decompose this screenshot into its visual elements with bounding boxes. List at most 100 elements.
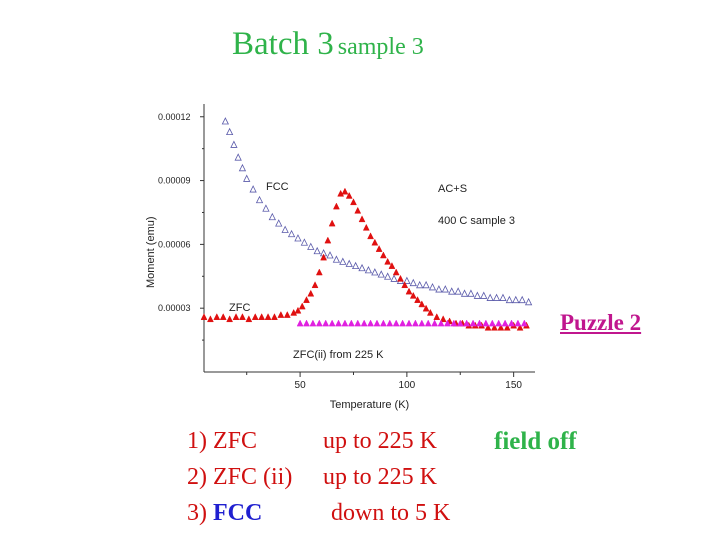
data-point-fcc bbox=[524, 297, 533, 306]
step-number: 2) bbox=[187, 464, 207, 490]
data-point-zfc bbox=[354, 206, 362, 214]
data-point-zfc-ii-from-225-k bbox=[367, 319, 374, 327]
step-detail: down to 5 K bbox=[331, 500, 451, 526]
data-point-zfc bbox=[213, 313, 221, 320]
data-point-zfc-ii-from-225-k bbox=[315, 319, 323, 327]
data-point-zfc bbox=[388, 262, 396, 269]
data-point-zfc bbox=[362, 223, 370, 231]
data-point-zfc-ii-from-225-k bbox=[424, 319, 432, 327]
data-point-fcc bbox=[492, 293, 501, 301]
data-point-zfc-ii-from-225-k bbox=[373, 319, 381, 327]
annotation-sample-id: AC+S bbox=[438, 183, 467, 195]
data-point-fcc bbox=[486, 293, 494, 301]
data-point-zfc bbox=[426, 308, 434, 316]
data-point-fcc bbox=[371, 268, 379, 276]
data-point-fcc bbox=[287, 229, 296, 238]
data-point-zfc bbox=[207, 315, 214, 323]
data-point-zfc bbox=[409, 291, 417, 299]
data-point-zfc-ii-from-225-k bbox=[463, 319, 471, 327]
data-point-zfc bbox=[401, 281, 409, 289]
data-point-zfc-ii-from-225-k bbox=[450, 319, 458, 327]
data-point-fcc bbox=[384, 272, 392, 280]
data-point-zfc-ii-from-225-k bbox=[482, 319, 490, 327]
data-point-zfc bbox=[503, 323, 511, 331]
data-point-fcc bbox=[454, 287, 462, 295]
data-point-zfc-ii-from-225-k bbox=[501, 319, 509, 327]
data-point-zfc bbox=[433, 313, 441, 320]
data-point-fcc bbox=[221, 117, 230, 125]
annotation-fcc: FCC bbox=[266, 181, 289, 193]
data-point-fcc bbox=[225, 127, 234, 136]
y-tick-label: 0.00009 bbox=[158, 176, 191, 186]
data-point-fcc bbox=[345, 259, 353, 267]
data-point-zfc-ii-from-225-k bbox=[508, 319, 515, 327]
data-point-fcc bbox=[416, 280, 424, 289]
data-point-fcc bbox=[230, 140, 238, 148]
data-point-zfc-ii-from-225-k bbox=[379, 319, 387, 327]
data-point-fcc bbox=[428, 283, 437, 291]
data-point-fcc bbox=[480, 291, 488, 299]
x-axis-label: Temperature (K) bbox=[330, 399, 409, 411]
data-point-fcc bbox=[422, 280, 430, 289]
data-point-zfc bbox=[484, 323, 492, 331]
data-point-zfc bbox=[350, 198, 357, 206]
data-point-fcc bbox=[473, 291, 481, 299]
x-tick-label: 100 bbox=[399, 380, 416, 391]
data-point-fcc bbox=[234, 153, 242, 161]
data-point-fcc bbox=[499, 293, 507, 301]
data-point-zfc bbox=[219, 313, 227, 320]
data-point-fcc bbox=[326, 251, 334, 259]
data-point-zfc bbox=[232, 313, 240, 320]
data-point-zfc bbox=[341, 187, 349, 195]
data-point-zfc bbox=[439, 315, 447, 323]
data-point-zfc bbox=[258, 313, 266, 320]
data-point-zfc-ii-from-225-k bbox=[520, 319, 528, 327]
x-tick-label: 50 bbox=[295, 380, 307, 391]
data-point-zfc-ii-from-225-k bbox=[309, 319, 317, 327]
data-point-zfc-ii-from-225-k bbox=[476, 319, 483, 327]
plot-area: 0.00003 0.00006 0.00009 0.00012 50 100 150 Temp… bbox=[145, 104, 535, 411]
data-point-zfc-ii-from-225-k bbox=[328, 319, 336, 327]
data-point-fcc bbox=[467, 289, 475, 297]
data-point-zfc bbox=[294, 306, 302, 314]
data-point-zfc bbox=[384, 257, 392, 265]
data-point-fcc bbox=[243, 174, 251, 182]
data-point-zfc bbox=[320, 253, 327, 261]
data-point-zfc bbox=[239, 313, 246, 320]
data-point-zfc bbox=[200, 313, 208, 320]
data-point-zfc-ii-from-225-k bbox=[431, 319, 439, 327]
data-point-fcc bbox=[409, 278, 417, 287]
data-point-zfc bbox=[277, 311, 285, 318]
data-point-zfc bbox=[405, 287, 413, 295]
data-point-zfc bbox=[379, 251, 387, 259]
data-point-zfc bbox=[298, 302, 306, 310]
data-point-fcc bbox=[448, 287, 456, 295]
slide-title: Batch 3 sample 3 bbox=[232, 26, 424, 63]
data-point-zfc-ii-from-225-k bbox=[418, 319, 426, 327]
title-sub: sample 3 bbox=[337, 34, 424, 60]
data-point-zfc-ii-from-225-k bbox=[303, 319, 310, 327]
field-off-label: field off bbox=[494, 428, 577, 455]
step-label: ZFC bbox=[213, 428, 258, 454]
data-point-fcc bbox=[441, 285, 449, 293]
step-detail: up to 225 K bbox=[323, 428, 437, 454]
data-point-fcc bbox=[268, 212, 276, 221]
data-point-zfc bbox=[264, 313, 272, 320]
annotation-sample-desc: 400 C sample 3 bbox=[438, 215, 515, 227]
data-point-zfc-ii-from-225-k bbox=[437, 319, 445, 327]
data-point-zfc-ii-from-225-k bbox=[488, 319, 496, 327]
data-point-zfc-ii-from-225-k bbox=[412, 319, 419, 327]
data-point-zfc bbox=[324, 236, 332, 244]
y-axis-label: Moment (emu) bbox=[145, 216, 157, 288]
data-point-fcc bbox=[275, 219, 283, 227]
data-point-fcc bbox=[238, 163, 247, 172]
data-point-fcc bbox=[390, 274, 398, 282]
data-point-zfc bbox=[332, 202, 340, 210]
data-point-zfc-ii-from-225-k bbox=[335, 319, 342, 327]
data-point-zfc bbox=[245, 315, 253, 323]
data-point-zfc-ii-from-225-k bbox=[469, 319, 477, 327]
data-point-fcc bbox=[262, 204, 270, 212]
title-main: Batch 3 bbox=[232, 26, 334, 62]
data-point-fcc bbox=[339, 257, 347, 265]
